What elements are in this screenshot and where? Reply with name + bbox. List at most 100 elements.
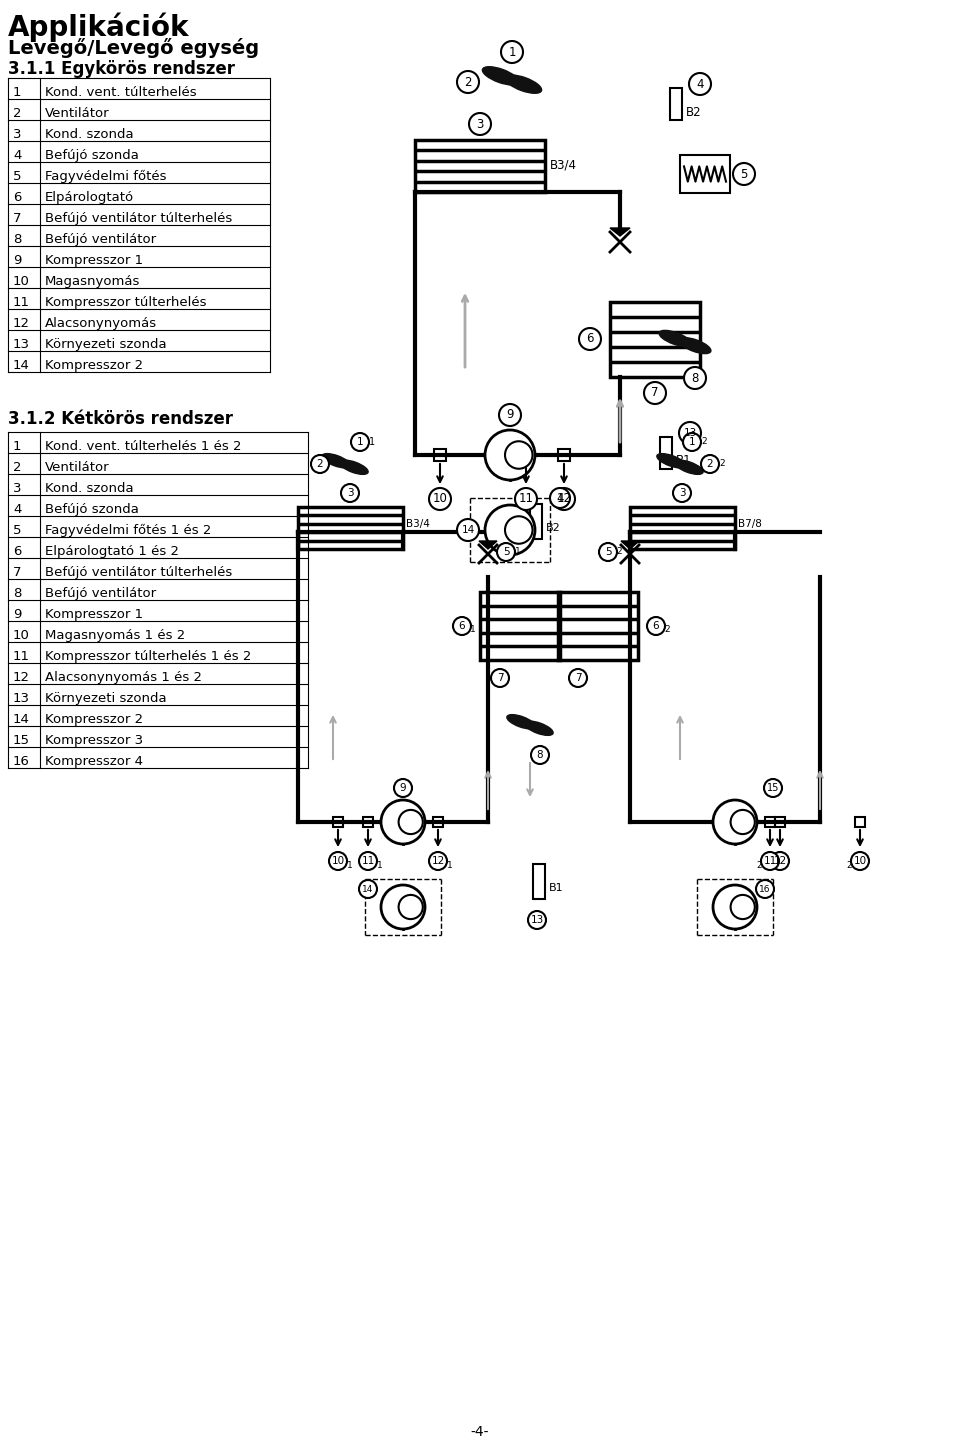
Circle shape bbox=[756, 879, 774, 898]
Text: 14: 14 bbox=[362, 885, 373, 894]
Text: 1: 1 bbox=[369, 437, 375, 447]
Bar bbox=[533, 863, 545, 900]
Circle shape bbox=[684, 367, 706, 389]
Circle shape bbox=[485, 505, 535, 554]
Text: 3: 3 bbox=[679, 488, 685, 498]
Circle shape bbox=[644, 382, 666, 403]
Ellipse shape bbox=[660, 331, 691, 347]
Text: B2: B2 bbox=[546, 522, 561, 533]
Text: 9: 9 bbox=[399, 784, 406, 794]
Text: 4: 4 bbox=[556, 492, 564, 505]
Polygon shape bbox=[479, 541, 497, 548]
Bar bbox=[855, 817, 865, 827]
Bar bbox=[670, 89, 682, 120]
Circle shape bbox=[515, 488, 537, 509]
Polygon shape bbox=[610, 228, 630, 237]
Text: Kompresszor 2: Kompresszor 2 bbox=[45, 712, 143, 726]
Text: 6: 6 bbox=[459, 621, 466, 631]
Circle shape bbox=[508, 75, 516, 84]
Text: 6: 6 bbox=[13, 192, 21, 205]
Text: 14: 14 bbox=[13, 358, 30, 371]
Text: 11: 11 bbox=[518, 492, 534, 505]
Text: Elpárologtató 1 és 2: Elpárologtató 1 és 2 bbox=[45, 546, 179, 559]
Bar bbox=[333, 817, 343, 827]
Circle shape bbox=[550, 488, 570, 508]
Circle shape bbox=[505, 441, 533, 469]
Text: 15: 15 bbox=[13, 734, 30, 747]
Circle shape bbox=[359, 852, 377, 871]
Bar bbox=[363, 817, 373, 827]
Text: 10: 10 bbox=[13, 628, 30, 641]
Text: 4: 4 bbox=[13, 503, 21, 517]
Text: 7: 7 bbox=[13, 212, 21, 225]
Circle shape bbox=[713, 800, 757, 844]
Text: 5: 5 bbox=[503, 547, 510, 557]
Text: Fagyvédelmi főtés: Fagyvédelmi főtés bbox=[45, 170, 166, 183]
Text: 11: 11 bbox=[13, 296, 30, 309]
Circle shape bbox=[457, 519, 479, 541]
Circle shape bbox=[429, 488, 451, 509]
Text: Környezeti szonda: Környezeti szonda bbox=[45, 338, 167, 351]
Bar bbox=[558, 448, 570, 461]
Text: 7: 7 bbox=[13, 566, 21, 579]
Text: 8: 8 bbox=[537, 750, 543, 760]
Text: 11: 11 bbox=[13, 650, 30, 663]
Text: 6: 6 bbox=[587, 332, 593, 345]
Circle shape bbox=[733, 163, 755, 184]
Text: Magasnyomás: Magasnyomás bbox=[45, 276, 140, 287]
Text: B3/4: B3/4 bbox=[406, 519, 430, 530]
Text: 13: 13 bbox=[530, 916, 543, 924]
Ellipse shape bbox=[340, 460, 368, 474]
Text: B1: B1 bbox=[676, 454, 691, 467]
Circle shape bbox=[531, 746, 549, 765]
Text: 9: 9 bbox=[506, 409, 514, 421]
Ellipse shape bbox=[675, 460, 703, 474]
Circle shape bbox=[682, 338, 688, 345]
Text: 3.1.1 Egykörös rendszer: 3.1.1 Egykörös rendszer bbox=[8, 59, 235, 78]
Text: Kompresszor túlterhelés 1 és 2: Kompresszor túlterhelés 1 és 2 bbox=[45, 650, 252, 663]
Text: 5: 5 bbox=[740, 167, 748, 180]
Circle shape bbox=[394, 779, 412, 797]
Circle shape bbox=[485, 429, 535, 480]
Circle shape bbox=[359, 879, 377, 898]
Text: 2: 2 bbox=[13, 107, 21, 120]
Circle shape bbox=[731, 810, 755, 834]
Text: 5: 5 bbox=[605, 547, 612, 557]
Circle shape bbox=[398, 895, 422, 918]
Circle shape bbox=[761, 852, 779, 871]
Text: Kompresszor 1: Kompresszor 1 bbox=[45, 254, 143, 267]
Text: B1: B1 bbox=[549, 884, 564, 892]
Bar bbox=[680, 155, 730, 193]
Text: 4: 4 bbox=[696, 77, 704, 90]
Circle shape bbox=[398, 810, 422, 834]
Ellipse shape bbox=[507, 715, 536, 728]
Text: 8: 8 bbox=[13, 234, 21, 247]
Text: 1: 1 bbox=[377, 860, 383, 869]
Circle shape bbox=[599, 543, 617, 562]
Circle shape bbox=[329, 852, 347, 871]
Text: 3: 3 bbox=[476, 118, 484, 131]
Text: Applikációk: Applikációk bbox=[8, 12, 189, 42]
Text: B7/8: B7/8 bbox=[738, 519, 762, 530]
Circle shape bbox=[579, 328, 601, 350]
Text: Kompresszor túlterhelés: Kompresszor túlterhelés bbox=[45, 296, 206, 309]
Circle shape bbox=[569, 669, 587, 686]
Ellipse shape bbox=[322, 454, 350, 467]
Text: 10: 10 bbox=[13, 276, 30, 287]
Circle shape bbox=[453, 617, 471, 636]
Ellipse shape bbox=[482, 67, 518, 86]
Text: Kond. vent. túlterhelés: Kond. vent. túlterhelés bbox=[45, 86, 197, 99]
Text: 13: 13 bbox=[13, 338, 30, 351]
Text: Magasnyomás 1 és 2: Magasnyomás 1 és 2 bbox=[45, 628, 185, 641]
Text: 1: 1 bbox=[13, 86, 21, 99]
Text: 2: 2 bbox=[701, 438, 707, 447]
Circle shape bbox=[677, 461, 684, 467]
Text: 1: 1 bbox=[515, 547, 520, 557]
Text: Kond. szonda: Kond. szonda bbox=[45, 128, 133, 141]
Text: Ventilátor: Ventilátor bbox=[45, 461, 109, 474]
Circle shape bbox=[497, 543, 515, 562]
Text: 5: 5 bbox=[13, 524, 21, 537]
Bar bbox=[660, 437, 672, 469]
Ellipse shape bbox=[657, 454, 685, 467]
Bar bbox=[765, 817, 775, 827]
